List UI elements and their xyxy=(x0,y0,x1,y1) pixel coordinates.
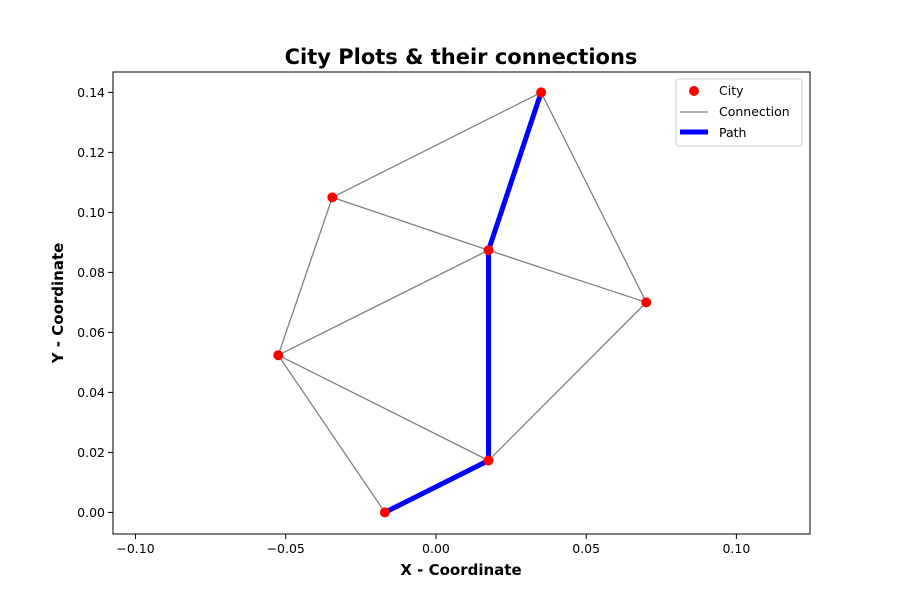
y-axis-ticks: 0.00 0.02 0.04 0.06 0.08 0.10 0.12 0.14 xyxy=(77,85,113,520)
x-tick-label: 0.05 xyxy=(572,541,600,556)
y-tick-label: 0.00 xyxy=(77,505,105,520)
city-point xyxy=(379,507,390,518)
x-tick-label: −0.10 xyxy=(116,541,154,556)
legend-city-marker xyxy=(689,86,699,96)
chart-title: City Plots & their connections xyxy=(285,45,638,69)
connection-line xyxy=(277,354,386,513)
city-point xyxy=(273,350,284,361)
y-tick-label: 0.06 xyxy=(77,325,105,340)
connection-line xyxy=(488,301,647,461)
y-tick-label: 0.12 xyxy=(77,145,105,160)
y-tick-label: 0.02 xyxy=(77,445,105,460)
connection-line xyxy=(332,196,489,251)
plot-area xyxy=(273,87,652,518)
y-axis-label: Y - Coordinate xyxy=(49,243,67,365)
x-axis-ticks: −0.10 −0.05 0.00 0.05 0.10 xyxy=(116,534,750,556)
axes-frame xyxy=(112,71,811,535)
x-tick-label: 0.00 xyxy=(422,541,450,556)
city-point xyxy=(536,87,547,98)
connection-line xyxy=(277,249,489,356)
y-tick-label: 0.14 xyxy=(77,85,105,100)
y-tick-label: 0.04 xyxy=(77,385,105,400)
city-point xyxy=(327,192,338,203)
legend-city-label: City xyxy=(719,83,744,98)
city-point xyxy=(483,245,494,256)
connection-line xyxy=(332,91,542,198)
y-tick-label: 0.10 xyxy=(77,205,105,220)
legend: City Connection Path xyxy=(675,78,803,147)
legend-connection-label: Connection xyxy=(719,104,790,119)
legend-box xyxy=(675,78,803,147)
x-tick-label: 0.10 xyxy=(722,541,750,556)
city-point xyxy=(641,297,652,308)
path-line xyxy=(383,91,544,515)
connection-line xyxy=(488,249,647,304)
y-tick-label: 0.08 xyxy=(77,265,105,280)
x-tick-label: −0.05 xyxy=(267,541,305,556)
x-axis-label: X - Coordinate xyxy=(400,561,521,579)
connection-line xyxy=(540,92,647,303)
legend-path-label: Path xyxy=(719,125,746,140)
connection-line xyxy=(277,197,333,356)
connection-line xyxy=(277,354,489,462)
city-point xyxy=(483,455,494,466)
